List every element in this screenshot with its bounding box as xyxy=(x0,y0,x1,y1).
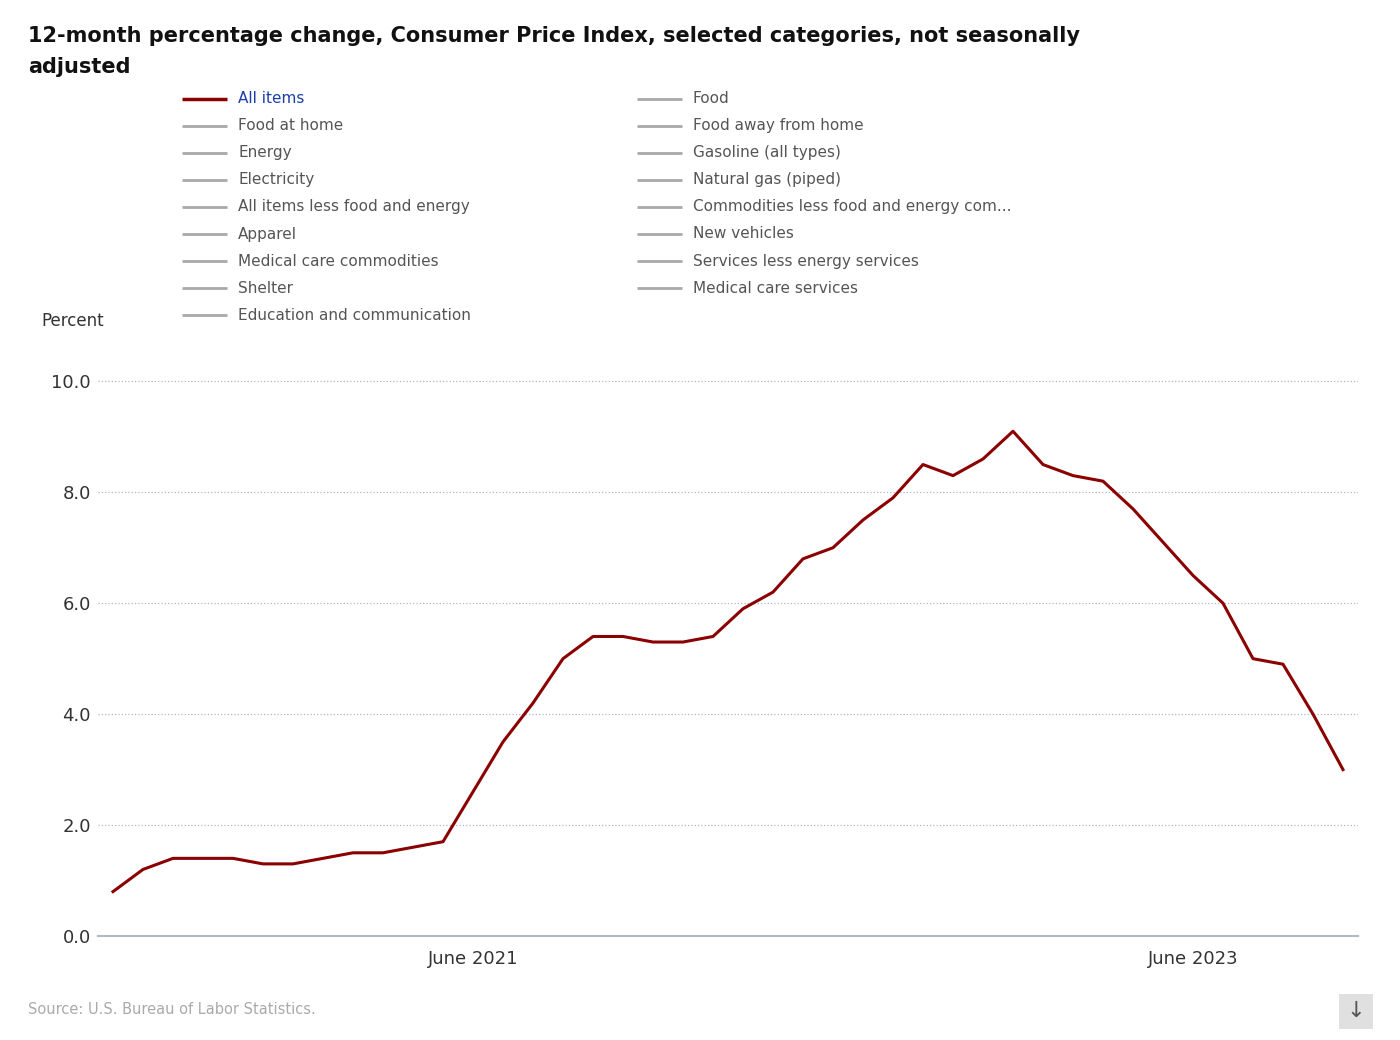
Text: Apparel: Apparel xyxy=(238,227,297,241)
Text: Food at home: Food at home xyxy=(238,119,343,133)
Text: Electricity: Electricity xyxy=(238,173,314,187)
Text: 12-month percentage change, Consumer Price Index, selected categories, not seaso: 12-month percentage change, Consumer Pri… xyxy=(28,26,1079,46)
Text: Medical care services: Medical care services xyxy=(693,281,858,295)
Text: adjusted: adjusted xyxy=(28,57,130,77)
Text: Medical care commodities: Medical care commodities xyxy=(238,254,438,268)
Text: Gasoline (all types): Gasoline (all types) xyxy=(693,146,841,160)
Text: Education and communication: Education and communication xyxy=(238,308,470,322)
Text: Shelter: Shelter xyxy=(238,281,293,295)
Text: Food: Food xyxy=(693,92,729,106)
Text: All items: All items xyxy=(238,92,304,106)
Text: Food away from home: Food away from home xyxy=(693,119,864,133)
Text: All items less food and energy: All items less food and energy xyxy=(238,200,470,214)
Text: Source: U.S. Bureau of Labor Statistics.: Source: U.S. Bureau of Labor Statistics. xyxy=(28,1003,316,1017)
Text: Natural gas (piped): Natural gas (piped) xyxy=(693,173,841,187)
Text: Services less energy services: Services less energy services xyxy=(693,254,918,268)
Text: Percent: Percent xyxy=(42,312,104,331)
Text: ↓: ↓ xyxy=(1347,1002,1365,1021)
Text: New vehicles: New vehicles xyxy=(693,227,794,241)
Text: Energy: Energy xyxy=(238,146,291,160)
Text: Commodities less food and energy com...: Commodities less food and energy com... xyxy=(693,200,1011,214)
